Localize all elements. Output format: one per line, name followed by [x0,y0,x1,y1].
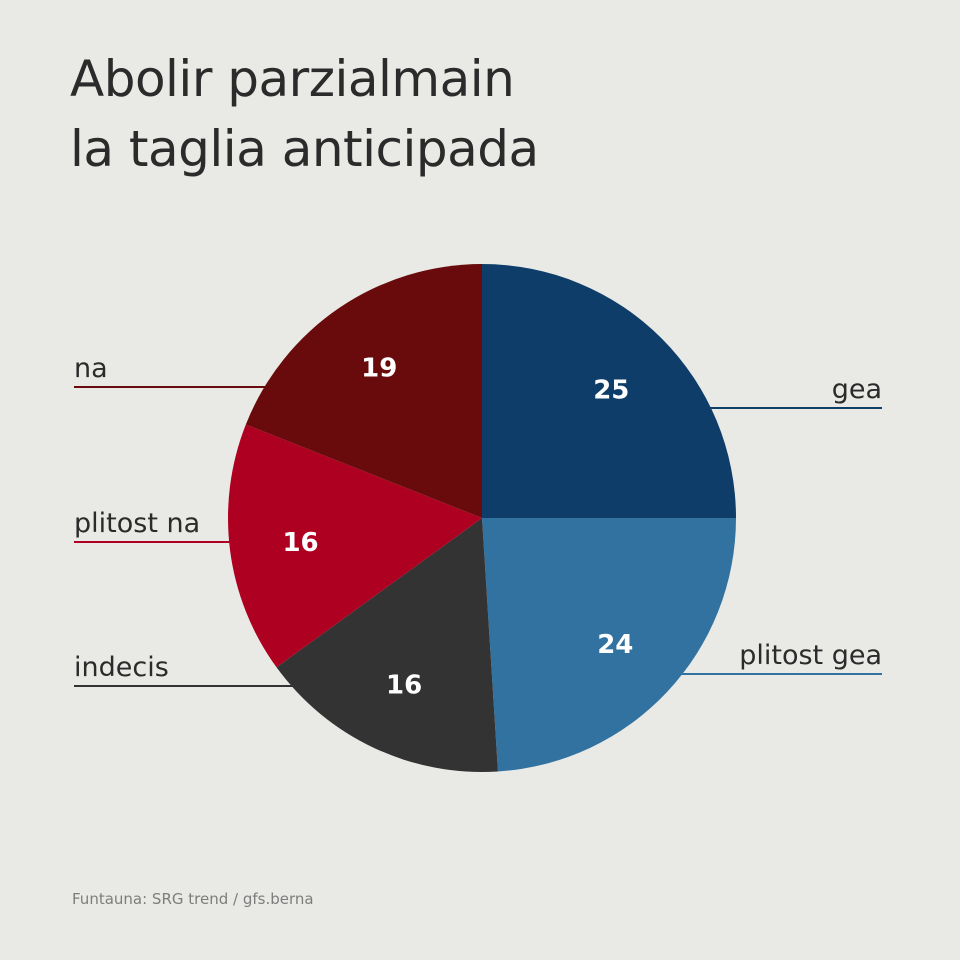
pie-slice-plitost-gea [482,518,736,772]
pie-slice-na [245,264,482,518]
source-note: Funtauna: SRG trend / gfs.berna [72,890,314,908]
pie-slices [228,264,736,772]
value-label-na: 19 [361,354,397,384]
category-label-gea: gea [832,374,882,405]
category-label-indecis: indecis [74,652,169,683]
pie-slice-indecis [276,518,498,772]
chart-title-line-2: la taglia anticipada [70,120,539,178]
value-label-plitost-na: 16 [282,528,318,558]
category-labels: gea plitost gea indecis plitost na na [74,353,882,683]
pie-slice-plitost-na [228,424,482,668]
pie-slice-gea [482,264,736,518]
value-labels: 25 24 16 16 19 [282,354,633,701]
value-label-indecis: 16 [386,670,422,700]
value-label-plitost-gea: 24 [597,630,633,660]
chart-title-line-1: Abolir parzialmain [70,50,515,108]
leader-lines [74,386,882,687]
chart-title: Abolir parzialmain la taglia anticipada [70,44,870,184]
value-label-gea: 25 [593,376,629,406]
category-label-plitost-na: plitost na [74,508,200,539]
category-label-plitost-gea: plitost gea [739,640,882,671]
category-label-na: na [74,353,108,384]
